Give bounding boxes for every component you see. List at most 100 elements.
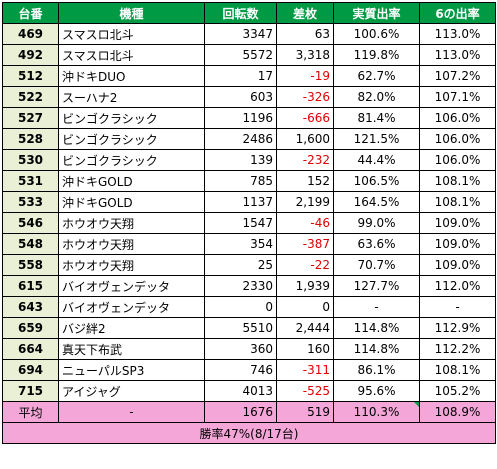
model-name: ホウオウ天翔: [58, 212, 205, 234]
setting6-payout: 105.2%: [419, 380, 496, 402]
table-row: 558 ホウオウ天翔 25 -22 70.7% 109.0%: [2, 254, 496, 276]
actual-payout: 81.4%: [333, 107, 420, 129]
model-name: ニューパルSP3: [58, 359, 205, 381]
table-row: 512 沖ドキDUO 17 -19 62.7% 107.2%: [2, 65, 496, 87]
spin-count: 5572: [204, 44, 277, 66]
results-table: 台番 機種 回転数 差枚 実質出率 6の出率 469 スマスロ北斗 3347 6…: [2, 2, 496, 444]
model-name: 沖ドキGOLD: [58, 191, 205, 213]
spin-count: 1137: [204, 191, 277, 213]
spin-count: 1196: [204, 107, 277, 129]
model-name: スマスロ北斗: [58, 44, 205, 66]
machine-number: 694: [2, 359, 59, 381]
header-row: 台番 機種 回転数 差枚 実質出率 6の出率: [2, 2, 496, 24]
spin-count: 139: [204, 149, 277, 171]
actual-payout: 121.5%: [333, 128, 420, 150]
model-name: スーハナ2: [58, 86, 205, 108]
model-name: 沖ドキGOLD: [58, 170, 205, 192]
coin-difference: -326: [276, 86, 334, 108]
spin-count: 746: [204, 359, 277, 381]
table-row: 492 スマスロ北斗 5572 3,318 119.8% 113.0%: [2, 44, 496, 66]
header-spins: 回転数: [204, 2, 277, 24]
model-name: ホウオウ天翔: [58, 254, 205, 276]
spin-count: 1547: [204, 212, 277, 234]
coin-difference: 2,444: [276, 317, 334, 339]
average-model: -: [58, 401, 205, 423]
spin-count: 25: [204, 254, 277, 276]
header-setting6-payout: 6の出率: [419, 2, 496, 24]
actual-payout: 119.8%: [333, 44, 420, 66]
table-row: 548 ホウオウ天翔 354 -387 63.6% 109.0%: [2, 233, 496, 255]
setting6-payout: 107.2%: [419, 65, 496, 87]
coin-difference: -311: [276, 359, 334, 381]
table-row: 469 スマスロ北斗 3347 63 100.6% 113.0%: [2, 23, 496, 45]
table-row: 615 バイオヴェンデッタ 2330 1,939 127.7% 112.0%: [2, 275, 496, 297]
win-rate-row: 勝率47%(8/17台): [2, 422, 496, 444]
header-difference: 差枚: [276, 2, 334, 24]
setting6-payout: 109.0%: [419, 233, 496, 255]
spin-count: 785: [204, 170, 277, 192]
machine-number: 546: [2, 212, 59, 234]
coin-difference: -232: [276, 149, 334, 171]
machine-number: 492: [2, 44, 59, 66]
machine-number: 664: [2, 338, 59, 360]
table-row: 694 ニューパルSP3 746 -311 86.1% 108.1%: [2, 359, 496, 381]
spin-count: 354: [204, 233, 277, 255]
machine-number: 533: [2, 191, 59, 213]
setting6-payout: 112.2%: [419, 338, 496, 360]
model-name: 真天下布武: [58, 338, 205, 360]
machine-number: 558: [2, 254, 59, 276]
model-name: バイオヴェンデッタ: [58, 275, 205, 297]
coin-difference: -525: [276, 380, 334, 402]
header-actual-payout: 実質出率: [333, 2, 420, 24]
machine-number: 715: [2, 380, 59, 402]
spin-count: 4013: [204, 380, 277, 402]
spin-count: 2486: [204, 128, 277, 150]
table-row: 533 沖ドキGOLD 1137 2,199 164.5% 108.1%: [2, 191, 496, 213]
coin-difference: 2,199: [276, 191, 334, 213]
actual-payout: -: [333, 296, 420, 318]
coin-difference: 0: [276, 296, 334, 318]
model-name: ビンゴクラシック: [58, 149, 205, 171]
actual-payout: 114.8%: [333, 338, 420, 360]
coin-difference: 1,600: [276, 128, 334, 150]
win-rate: 勝率47%(8/17台): [2, 422, 496, 444]
actual-payout: 99.0%: [333, 212, 420, 234]
table-row: 664 真天下布武 360 160 114.8% 112.2%: [2, 338, 496, 360]
average-setting6-payout: 108.9%: [419, 401, 496, 423]
coin-difference: -19: [276, 65, 334, 87]
coin-difference: 160: [276, 338, 334, 360]
setting6-payout: 113.0%: [419, 23, 496, 45]
setting6-payout: 109.0%: [419, 212, 496, 234]
actual-payout: 164.5%: [333, 191, 420, 213]
table-row: 531 沖ドキGOLD 785 152 106.5% 108.1%: [2, 170, 496, 192]
coin-difference: -387: [276, 233, 334, 255]
setting6-payout: 108.1%: [419, 359, 496, 381]
model-name: スマスロ北斗: [58, 23, 205, 45]
model-name: バジ絆2: [58, 317, 205, 339]
setting6-payout: 108.1%: [419, 170, 496, 192]
setting6-payout: 106.0%: [419, 149, 496, 171]
setting6-payout: 112.9%: [419, 317, 496, 339]
machine-number: 527: [2, 107, 59, 129]
average-actual-payout: 110.3%: [333, 401, 420, 423]
machine-number: 522: [2, 86, 59, 108]
machine-number: 615: [2, 275, 59, 297]
coin-difference: 152: [276, 170, 334, 192]
average-difference: 519: [276, 401, 334, 423]
spin-count: 2330: [204, 275, 277, 297]
spin-count: 360: [204, 338, 277, 360]
table-row: 546 ホウオウ天翔 1547 -46 99.0% 109.0%: [2, 212, 496, 234]
actual-payout: 86.1%: [333, 359, 420, 381]
coin-difference: -666: [276, 107, 334, 129]
actual-payout: 106.5%: [333, 170, 420, 192]
setting6-payout: 113.0%: [419, 44, 496, 66]
spin-count: 5510: [204, 317, 277, 339]
actual-payout: 114.8%: [333, 317, 420, 339]
machine-number: 643: [2, 296, 59, 318]
actual-payout: 63.6%: [333, 233, 420, 255]
setting6-payout: 108.1%: [419, 191, 496, 213]
setting6-payout: 107.1%: [419, 86, 496, 108]
machine-number: 548: [2, 233, 59, 255]
setting6-payout: 109.0%: [419, 254, 496, 276]
coin-difference: 3,318: [276, 44, 334, 66]
